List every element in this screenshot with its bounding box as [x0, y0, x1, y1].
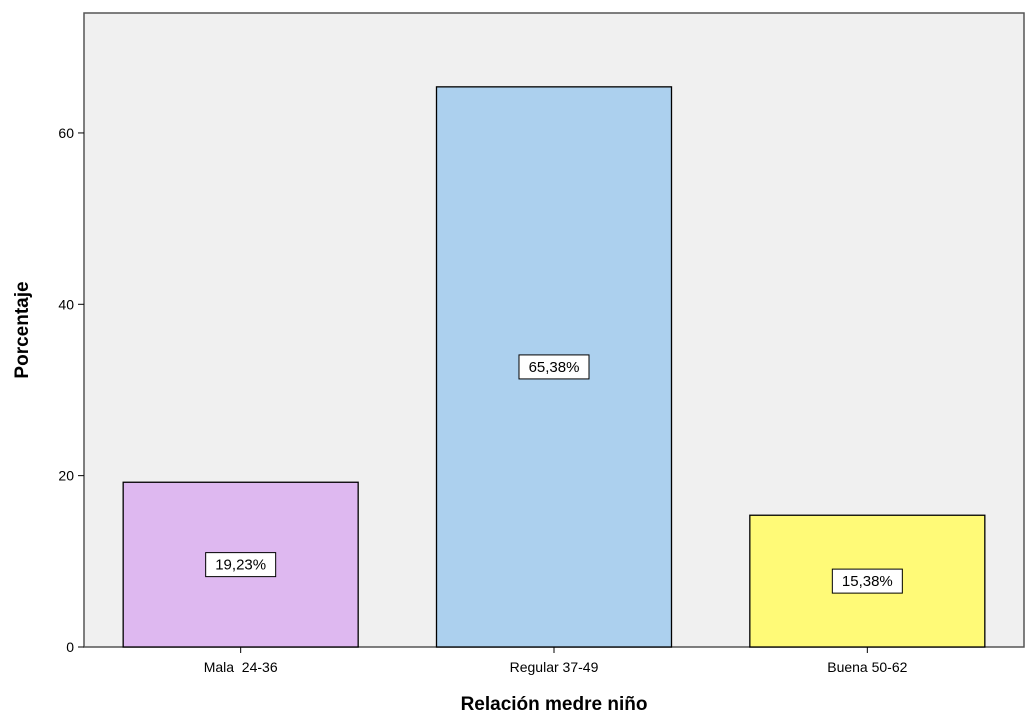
x-axis: Mala 24-36 Regular 37-49 Buena 50-62	[204, 647, 908, 675]
data-label-2: 65,38%	[518, 354, 590, 380]
data-labels-group: 19,23% 65,38% 15,38%	[205, 354, 903, 594]
x-tick-label-3: Buena 50-62	[827, 659, 907, 675]
data-label-1: 19,23%	[205, 552, 277, 578]
y-tick-label-1: 0	[66, 639, 74, 655]
data-label-text-2: 65,38%	[529, 359, 580, 376]
x-axis-title: Relación medre niño	[461, 694, 648, 715]
data-label-3: 15,38%	[831, 568, 903, 594]
y-tick-label-2: 20	[58, 468, 74, 484]
y-axis-title: Porcentaje	[12, 281, 33, 378]
y-tick-label-4: 60	[58, 125, 74, 141]
data-label-box-2	[518, 354, 590, 380]
x-tick-label-2: Regular 37-49	[510, 659, 599, 675]
y-tick-label-3: 40	[58, 296, 74, 312]
data-label-text-3: 15,38%	[842, 573, 893, 590]
data-label-text-1: 19,23%	[215, 557, 266, 574]
x-tick-label-1: Mala 24-36	[204, 659, 278, 675]
data-label-box-1	[205, 552, 277, 578]
data-label-box-3	[831, 568, 903, 594]
y-axis: 0 20 40 60	[58, 125, 84, 655]
